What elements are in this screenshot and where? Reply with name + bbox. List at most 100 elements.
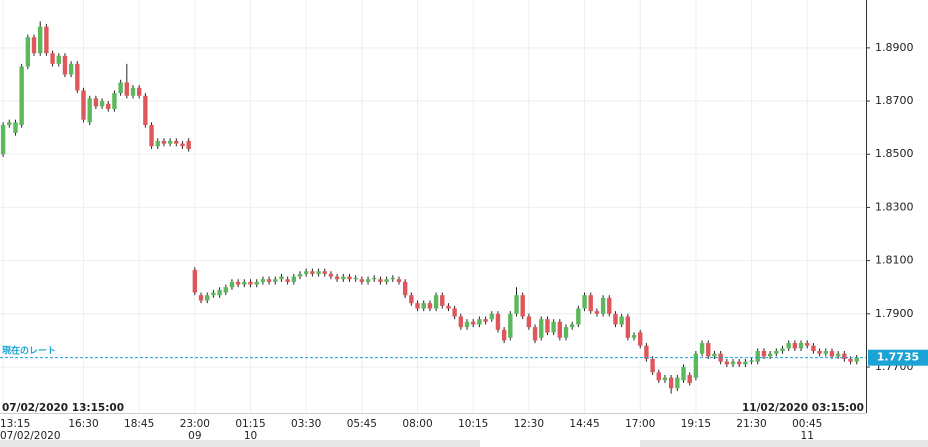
x-tick-label: 21:30: [736, 418, 766, 430]
candle-body: [316, 271, 321, 274]
candle-body: [786, 343, 791, 349]
x-tick-label: 14:45: [569, 418, 599, 430]
candle-body: [242, 281, 247, 285]
candle-body: [730, 361, 736, 365]
candle-body: [483, 319, 488, 322]
candle-body: [613, 313, 618, 325]
candle-body: [353, 277, 358, 280]
x-tick-label: 23:00: [180, 418, 210, 430]
candle-body: [854, 357, 859, 362]
candle-body: [19, 66, 24, 125]
x-tick-label: 18:45: [124, 418, 154, 430]
y-tick-label: 1.8100: [875, 254, 914, 267]
candle-body: [668, 377, 674, 389]
candle-body: [712, 353, 717, 357]
candle-body: [464, 321, 470, 328]
candle-body: [823, 351, 828, 354]
candle-body: [421, 303, 426, 309]
y-tick-label: 1.8700: [875, 94, 914, 107]
candle-body: [161, 140, 167, 144]
candles: [0, 21, 859, 394]
candle-body: [594, 311, 600, 314]
candle-body: [235, 281, 241, 285]
candle-body: [440, 295, 445, 306]
candle-body: [402, 281, 408, 296]
candle-body: [291, 276, 297, 282]
candle-body: [650, 359, 655, 373]
candle-body: [489, 313, 494, 320]
candle-body: [372, 277, 377, 280]
current-rate-value: 1.7735: [877, 351, 919, 364]
candle-body: [118, 82, 123, 94]
candle-body: [433, 295, 439, 309]
candle-body: [365, 279, 371, 282]
candle-body: [186, 140, 191, 149]
candle-body: [217, 289, 222, 296]
y-tick-label: 1.7900: [875, 307, 914, 320]
x-tick-label: 08:00: [402, 418, 432, 430]
candle-body: [390, 277, 395, 280]
scrollbar[interactable]: [640, 440, 928, 447]
candle-body: [842, 353, 847, 360]
current-rate-box: [868, 349, 928, 366]
candle-body: [273, 279, 278, 282]
candle-body: [266, 279, 272, 282]
y-tick-label: 1.8900: [875, 41, 914, 54]
candle-body: [749, 360, 754, 362]
candle-body: [359, 279, 365, 282]
x-tick-label: 19:15: [681, 418, 711, 430]
x-tick-label: 05:45: [347, 418, 377, 430]
candle-body: [75, 63, 80, 91]
candle-body: [743, 361, 748, 365]
candle-body: [761, 351, 767, 357]
candle-body: [341, 276, 346, 280]
candle-body: [310, 271, 315, 274]
candle-body: [279, 276, 284, 280]
candle-body: [563, 327, 569, 338]
candle-body: [229, 281, 235, 288]
candle-body: [384, 279, 389, 282]
candle-body: [56, 55, 61, 64]
x-date-label: 10: [244, 430, 257, 442]
x-tick-label: 13:15: [0, 418, 30, 430]
candle-body: [805, 343, 810, 346]
candle-body: [452, 308, 457, 317]
candle-body: [347, 276, 352, 280]
candle-body: [211, 292, 216, 296]
candle-body: [174, 140, 179, 144]
candle-body: [774, 351, 779, 354]
candle-body: [675, 377, 680, 389]
x-tick-label: 00:45: [792, 418, 822, 430]
candle-body: [557, 321, 563, 338]
candle-body: [699, 343, 705, 354]
candle-body: [254, 281, 259, 285]
candle-body: [687, 374, 692, 383]
scrollbar[interactable]: [0, 440, 480, 447]
candle-body: [143, 95, 148, 125]
candle-body: [167, 140, 173, 144]
candle-body: [706, 343, 711, 357]
candle-body: [458, 316, 464, 328]
x-tick-label: 01:15: [235, 418, 265, 430]
candle-body: [334, 276, 340, 280]
candle-body: [68, 63, 74, 75]
candle-body: [99, 101, 105, 107]
candle-body: [378, 279, 383, 282]
candle-body: [446, 305, 451, 309]
candle-body: [106, 103, 111, 110]
candle-body: [50, 53, 55, 64]
x-date-label: 09: [188, 430, 201, 442]
candle-body: [600, 297, 606, 314]
candle-body: [31, 37, 37, 54]
candle-body: [38, 26, 43, 54]
candle-body: [508, 313, 513, 338]
candle-body: [514, 295, 519, 314]
candle-body: [817, 351, 822, 354]
candle-body: [569, 324, 575, 328]
candle-body: [297, 273, 303, 277]
candle-body: [180, 143, 185, 147]
candle-body: [198, 295, 204, 301]
candle-body: [0, 124, 6, 155]
